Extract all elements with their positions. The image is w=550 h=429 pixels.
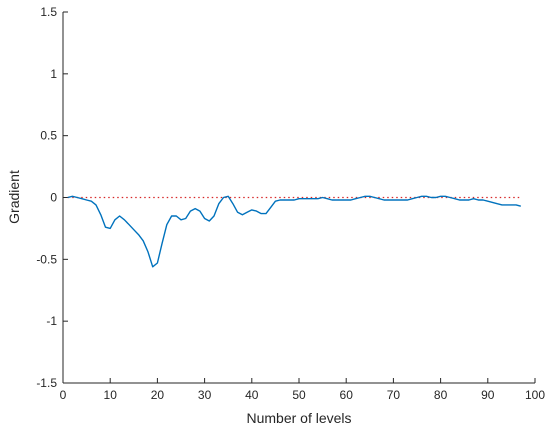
y-tick-label: -1.5 bbox=[36, 376, 57, 390]
x-tick-label: 40 bbox=[245, 388, 259, 402]
series-line-0 bbox=[67, 195, 521, 268]
y-axis-label: Gradient bbox=[6, 170, 22, 224]
x-tick-label: 80 bbox=[434, 388, 448, 402]
y-tick-label: 1.5 bbox=[40, 5, 57, 19]
x-tick-label: 0 bbox=[60, 388, 67, 402]
x-tick-label: 60 bbox=[340, 388, 354, 402]
plot-area: 0 10 20 30 40 50 60 70 80 90 100 1.5 1 0.5 0 -0.5 -1 -1.5 bbox=[36, 5, 545, 402]
y-tick-label: -1 bbox=[46, 314, 57, 328]
x-tick-label: 50 bbox=[292, 388, 306, 402]
x-tick-label: 20 bbox=[151, 388, 165, 402]
x-axis-label: Number of levels bbox=[246, 410, 351, 426]
x-tick-label: 70 bbox=[387, 388, 401, 402]
x-tick-label: 30 bbox=[198, 388, 212, 402]
x-tick-label: 90 bbox=[481, 388, 495, 402]
y-tick-label: 1 bbox=[50, 67, 57, 81]
y-tick-label: 0 bbox=[50, 191, 57, 205]
y-tick-label: -0.5 bbox=[36, 252, 57, 266]
x-tick-label: 10 bbox=[104, 388, 118, 402]
y-tick-label: 0.5 bbox=[40, 129, 57, 143]
x-tick-label: 100 bbox=[525, 388, 545, 402]
